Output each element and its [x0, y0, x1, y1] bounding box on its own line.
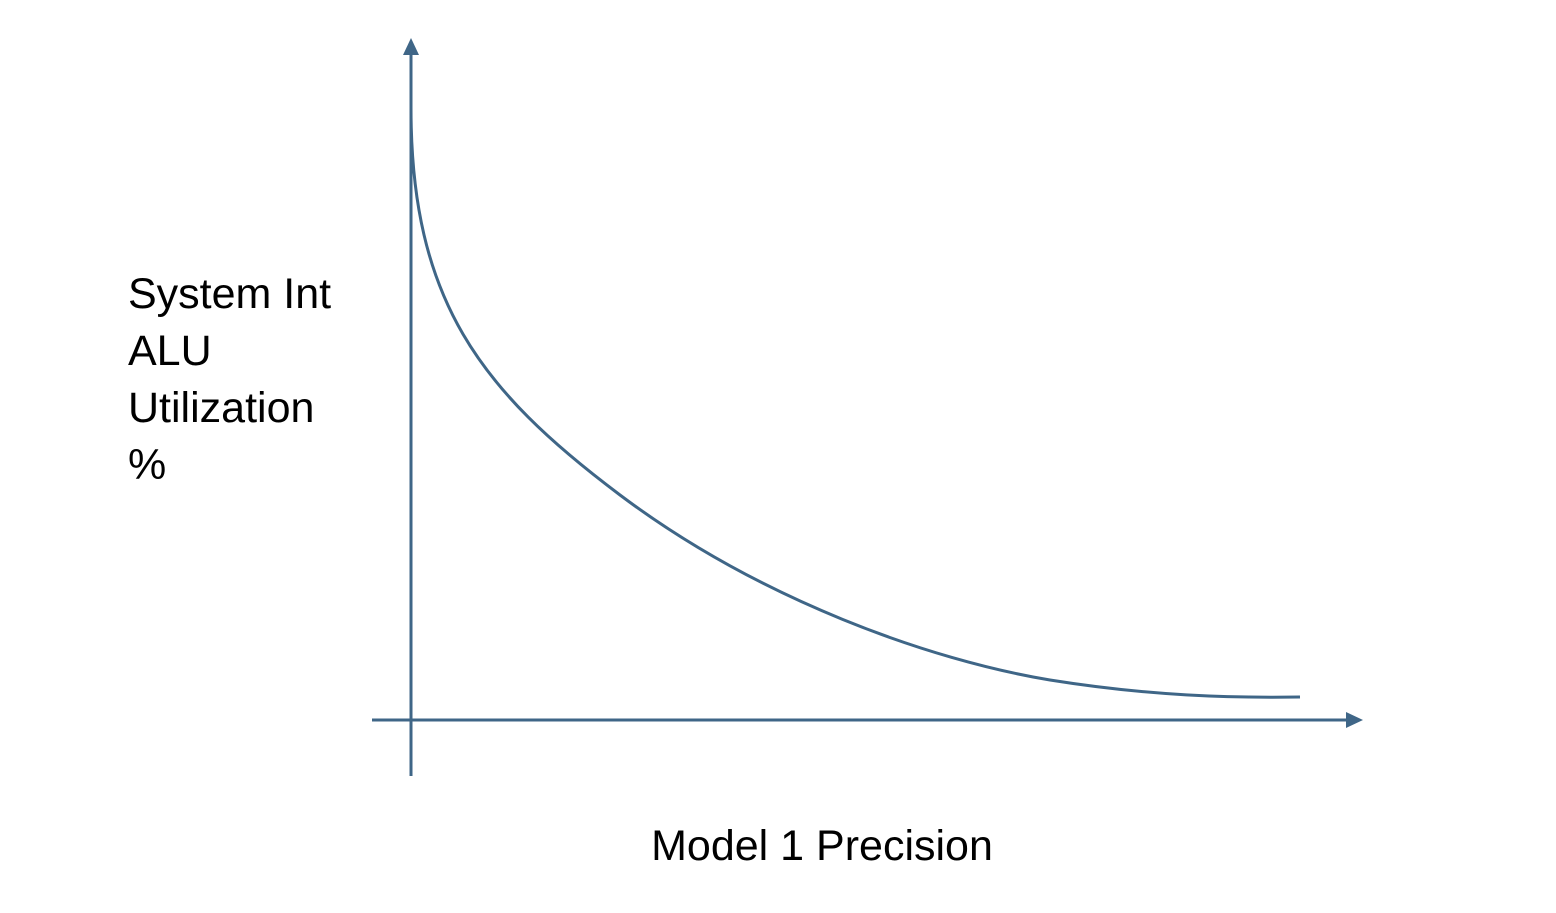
x-axis-label: Model 1 Precision: [651, 822, 993, 870]
y-axis-label: System Int ALU Utilization %: [128, 266, 368, 494]
y-axis-label-line-4: %: [128, 441, 167, 489]
y-axis-label-line-2: ALU: [128, 327, 212, 375]
y-axis-label-line-1: System Int: [128, 270, 332, 318]
x-axis-arrowhead: [1346, 712, 1363, 728]
y-axis-arrowhead: [403, 38, 419, 55]
utilization-curve: [409, 107, 1301, 699]
y-axis-label-line-3: Utilization: [128, 384, 315, 432]
